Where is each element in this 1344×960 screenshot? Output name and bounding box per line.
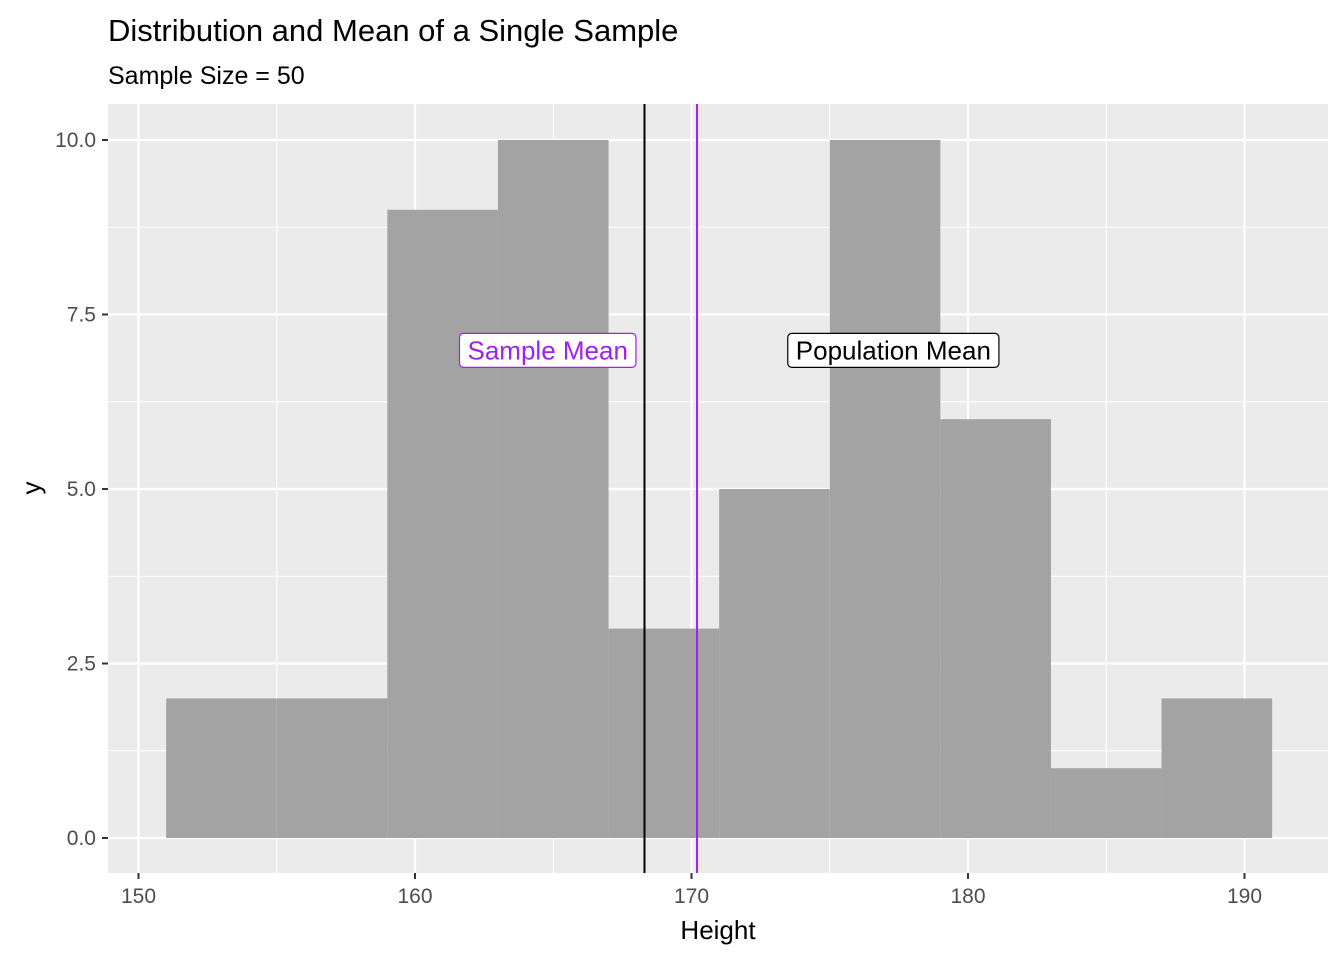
x-tick-label: 150: [121, 885, 156, 908]
y-tick-label: 0.0: [67, 827, 96, 850]
histogram-bar: [608, 628, 720, 838]
histogram-bar: [1050, 768, 1162, 838]
y-tick-label: 10.0: [55, 129, 96, 152]
x-tick-label: 170: [674, 885, 709, 908]
histogram-bars: [166, 140, 1273, 839]
annotation-box: [458, 332, 637, 368]
annotation-labels: Sample Mean Population Mean: [458, 332, 1000, 368]
annotation-box: [787, 332, 1000, 368]
y-tick-label: 7.5: [67, 304, 96, 327]
axes: 150 160 170 180 190 0.0 2.5 5.0 7.5 10.0: [55, 129, 1262, 908]
x-tick-label: 190: [1227, 885, 1262, 908]
histogram-bar: [166, 698, 277, 838]
x-tick-label: 160: [397, 885, 432, 908]
histogram-bar: [497, 140, 609, 838]
x-tick-label: 180: [950, 885, 985, 908]
mean-lines: [643, 104, 699, 873]
chart-title: Distribution and Mean of a Single Sample: [108, 13, 678, 48]
histogram-bar: [829, 140, 941, 838]
histogram-bar: [719, 489, 830, 838]
histogram-bar: [387, 209, 498, 839]
y-axis-title: y: [16, 482, 46, 495]
annotation-label: Sample Mean: [458, 332, 637, 368]
chart-subtitle: Sample Size = 50: [108, 62, 305, 90]
annotation-text: Population Mean: [796, 335, 991, 365]
annotation-label: Population Mean: [787, 332, 1000, 368]
histogram-bar: [1161, 698, 1273, 838]
histogram-bar: [940, 419, 1051, 838]
y-tick-label: 2.5: [67, 653, 96, 676]
histogram-bar: [276, 698, 388, 838]
annotation-text: Sample Mean: [468, 335, 628, 365]
x-axis-title: Height: [680, 915, 756, 945]
y-tick-label: 5.0: [67, 478, 96, 501]
